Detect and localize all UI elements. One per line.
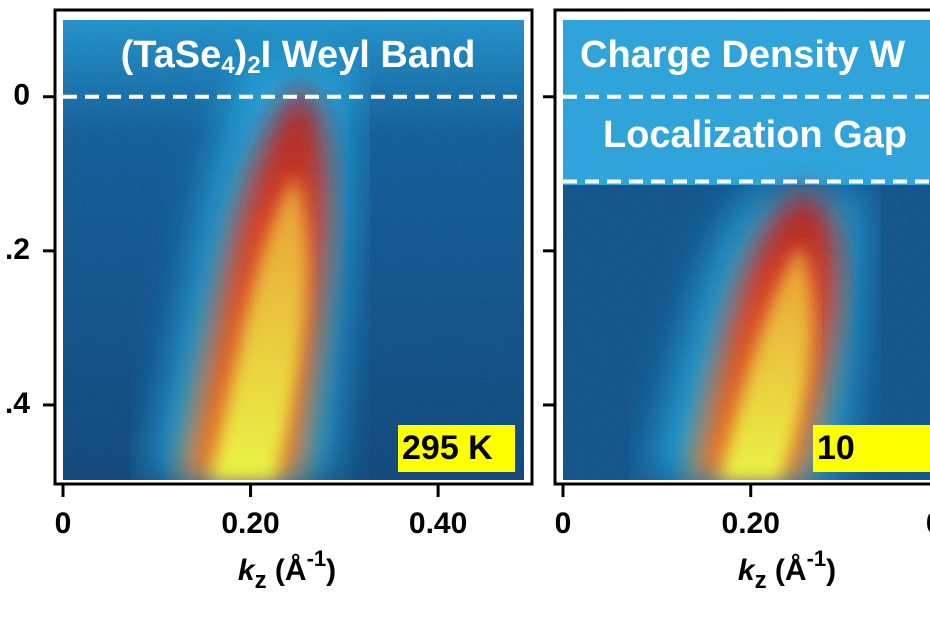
title-part: I Weyl Band — [261, 34, 476, 76]
panel-title: (TaSe4)2I Weyl Band — [121, 34, 476, 79]
x-tick-label: 0 — [555, 507, 572, 540]
temperature-label: 10 — [817, 429, 855, 467]
annotation: Localization Gap — [603, 114, 907, 156]
y-tick-label: .4 — [5, 387, 30, 420]
x-label-part: k — [738, 554, 756, 587]
x-label-part: z — [755, 567, 767, 594]
temperature-label: 295 K — [402, 429, 493, 467]
y-tick-label: .2 — [5, 233, 30, 266]
title-part: 4 — [221, 52, 235, 79]
x-label-part: ) — [326, 554, 336, 587]
x-label-part: k — [238, 554, 256, 587]
x-tick-label: 0.20 — [221, 507, 279, 540]
x-label-part: -1 — [807, 546, 827, 571]
label-box — [813, 425, 930, 472]
spectrum-image — [63, 20, 524, 480]
x-tick-label: 0.20 — [722, 507, 780, 540]
title-part: Charge Density W — [580, 34, 905, 76]
spectrum-image — [563, 20, 930, 480]
title-part: 2 — [247, 52, 260, 79]
label-box — [398, 425, 515, 472]
panel-title: Charge Density W — [580, 34, 905, 76]
x-axis-label: kz (Å-1) — [738, 546, 836, 595]
x-label-part: (Å — [267, 554, 307, 587]
x-tick-label: 0 — [55, 507, 72, 540]
x-tick-label: 0.40 — [409, 507, 467, 540]
title-part: (TaSe — [121, 34, 222, 76]
x-label-part: z — [255, 567, 267, 594]
x-label-part: ) — [826, 554, 836, 587]
x-axis-label: kz (Å-1) — [238, 546, 336, 595]
x-tick-label: 0. — [926, 507, 930, 540]
x-label-part: -1 — [307, 546, 327, 571]
title-part: ) — [235, 34, 248, 76]
x-label-part: (Å — [767, 554, 807, 587]
y-tick-label: 0 — [13, 79, 30, 112]
